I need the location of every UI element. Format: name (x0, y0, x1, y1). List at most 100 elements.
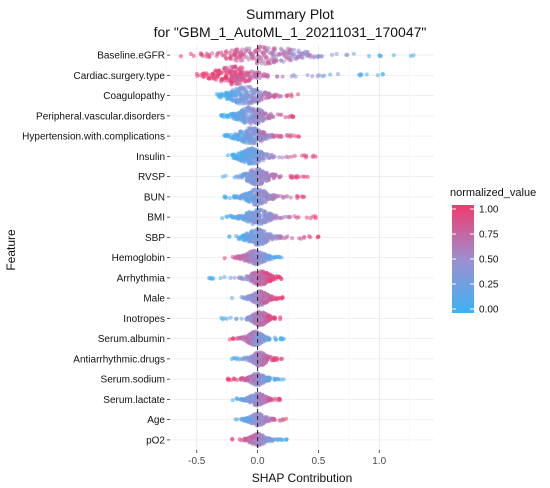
shap-point (303, 155, 308, 160)
shap-point (289, 74, 294, 79)
x-axis-ticks: -0.5 0.0 0.5 1.0 (188, 450, 387, 467)
shap-point (231, 356, 236, 361)
shap-point (253, 258, 258, 263)
shap-point (251, 377, 256, 382)
shap-point (250, 56, 255, 61)
shap-point (241, 120, 246, 125)
feature-points-Male (229, 289, 285, 308)
shap-point (232, 65, 237, 70)
shap-point (264, 56, 269, 61)
shap-point (238, 81, 243, 86)
shap-point (229, 295, 235, 301)
shap-point (319, 54, 324, 59)
shap-point (220, 216, 225, 221)
shap-point (286, 114, 291, 120)
shap-point (241, 150, 246, 155)
shap-point (220, 113, 225, 118)
shap-point (223, 173, 228, 178)
feature-label: Male (143, 294, 165, 305)
shap-point (262, 378, 267, 383)
shap-point (267, 50, 272, 55)
shap-point (248, 375, 253, 380)
shap-point (284, 132, 289, 138)
shap-point (239, 275, 244, 280)
shap-point (271, 114, 276, 119)
shap-point (258, 302, 263, 307)
shap-point (226, 377, 231, 382)
shap-point (266, 73, 271, 78)
shap-point (248, 133, 253, 138)
shap-point (252, 187, 257, 192)
shap-point (229, 82, 234, 87)
shap-point (239, 95, 244, 100)
shap-point (210, 51, 215, 56)
shap-point (308, 216, 313, 221)
shap-point (229, 76, 234, 81)
feature-points-Inotropes (219, 309, 283, 328)
shap-point (296, 92, 301, 97)
shap-point (290, 236, 295, 241)
shap-point (259, 338, 264, 343)
shap-point (256, 53, 261, 59)
shap-point (195, 73, 200, 78)
shap-point (261, 112, 266, 117)
shap-point (283, 115, 288, 120)
shap-point (261, 50, 266, 56)
shap-point (253, 190, 259, 195)
x-tick-label: 0.0 (251, 456, 265, 467)
shap-point (310, 74, 315, 79)
shap-point (256, 196, 261, 201)
shap-point (228, 64, 233, 69)
shap-point (252, 331, 257, 336)
shap-point (292, 153, 297, 158)
shap-point (345, 52, 350, 58)
shap-point (278, 377, 284, 382)
shap-point (244, 274, 249, 279)
x-tick-label: 1.0 (372, 456, 386, 467)
shap-point (262, 219, 267, 224)
shap-point (231, 97, 236, 102)
shap-point (316, 234, 321, 239)
shap-point (219, 70, 224, 76)
shap-point (275, 275, 280, 280)
shap-point (245, 130, 250, 135)
shap-point (271, 437, 276, 442)
shap-point (286, 214, 291, 219)
shap-point (285, 194, 290, 199)
shap-point (272, 357, 277, 362)
shap-point (263, 296, 268, 301)
shap-point (279, 276, 284, 281)
shap-point (236, 133, 241, 138)
shap-point (245, 172, 250, 178)
shap-point (351, 51, 356, 56)
shap-point (242, 106, 247, 111)
shap-point (261, 45, 266, 50)
shap-point (236, 151, 241, 156)
feature-label: BUN (144, 192, 165, 203)
shap-point (241, 296, 246, 301)
shap-point (232, 377, 237, 382)
shap-point (246, 277, 251, 282)
shap-point (237, 437, 242, 442)
shap-point (235, 137, 240, 142)
legend-tick-label: 0.00 (479, 305, 499, 316)
feature-points-Hypertension.with.complications (222, 126, 301, 146)
shap-point (280, 155, 285, 160)
shap-point (246, 111, 252, 117)
shap-point (296, 48, 301, 53)
shap-point (234, 233, 239, 239)
feature-label: BMI (147, 213, 165, 224)
shap-point (266, 313, 272, 318)
shap-point (258, 130, 263, 135)
shap-point (261, 269, 266, 274)
shap-point (248, 218, 253, 223)
shap-point (239, 154, 244, 159)
shap-point (236, 156, 241, 161)
shap-point (227, 196, 233, 201)
shap-point (250, 194, 255, 199)
shap-point (293, 134, 298, 139)
shap-point (250, 160, 255, 165)
shap-point (231, 336, 236, 342)
shap-point (258, 421, 263, 426)
shap-point (274, 54, 279, 59)
